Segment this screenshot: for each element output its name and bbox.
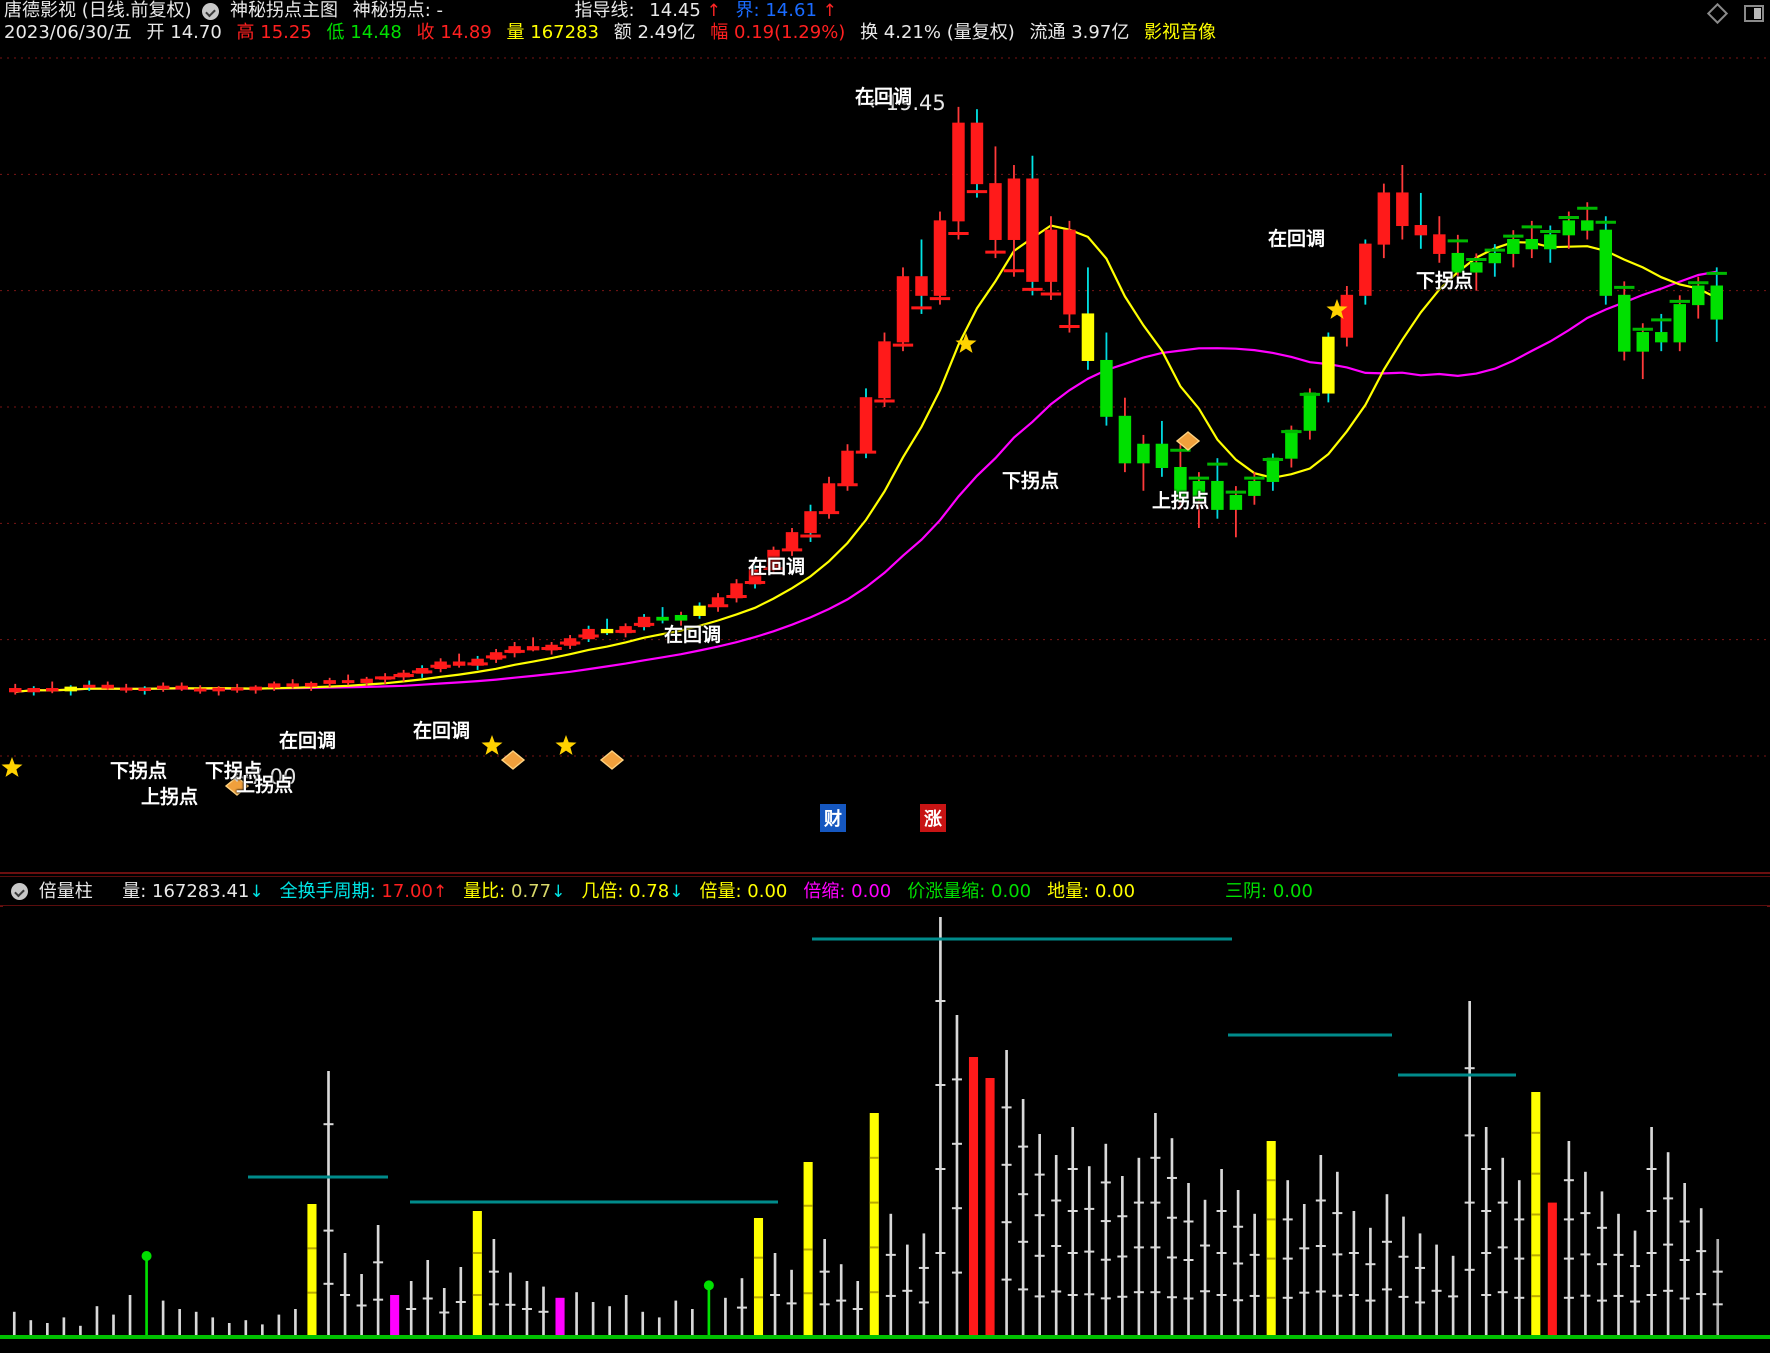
volume-indicator-panel[interactable] xyxy=(0,907,1770,1353)
amount-value: 2.49亿 xyxy=(637,22,696,43)
range-label: 幅 xyxy=(710,22,729,43)
indicator-field-label: 价涨量缩: xyxy=(907,881,986,902)
stock-title[interactable]: 唐德影视 (日线.前复权) xyxy=(4,0,192,21)
chart-flag-badge[interactable]: 财 xyxy=(820,804,846,832)
chart-annotation-pullback: 在回调 xyxy=(279,730,337,752)
float-value: 3.97亿 xyxy=(1071,22,1130,43)
guide-line-value: 14.45 xyxy=(649,0,701,21)
indicator-field-value: 0.00 xyxy=(845,881,892,902)
indicator-field: 量: 167283.41↓ xyxy=(122,881,279,902)
header-line-2: 2023/06/30/五 开 14.70 高 15.25 低 14.48 收 1… xyxy=(4,22,1216,44)
chart-annotation-down-turn: 下拐点 xyxy=(205,760,263,782)
indicator-fields-row: 倍量柱 量: 167283.41↓ 全换手周期: 17.00↑ 量比: 0.77↓ 几… xyxy=(6,880,1329,904)
candlestick-canvas: ←19.45 ←7.00 xyxy=(0,57,1770,874)
indicator-header-bar[interactable]: 倍量柱 量: 167283.41↓ 全换手周期: 17.00↑ 量比: 0.77↓ 几… xyxy=(0,876,1770,906)
indicator-field-label: 量比: xyxy=(463,881,506,902)
header-line-1: 唐德影视 (日线.前复权) 神秘拐点主图 神秘拐点: - 指导线: 14.45 … xyxy=(4,0,837,22)
indicator-main-label[interactable]: 神秘拐点主图 xyxy=(229,0,338,21)
indicator-field: 全换手周期: 17.00↑ xyxy=(280,881,464,902)
chart-annotation-pullback: 在回调 xyxy=(664,624,722,646)
indicator-field-label: 三阴: xyxy=(1225,881,1268,902)
chevron-down-circle-icon[interactable] xyxy=(202,3,220,20)
volume-value: 167283 xyxy=(530,22,599,43)
volume-label: 量 xyxy=(506,22,525,43)
indicator-field-value: 0.00 xyxy=(1089,881,1136,902)
guide-up-arrow-icon: ↑ xyxy=(706,1,721,21)
indicator-field: 倍量: 0.00 xyxy=(699,881,803,902)
indicator-field-value: 0.00 xyxy=(985,881,1032,902)
indicator-field-value: 17.00 xyxy=(375,881,433,902)
chart-header: 唐德影视 (日线.前复权) 神秘拐点主图 神秘拐点: - 指导线: 14.45 … xyxy=(0,0,1770,44)
indicator-value-label: 神秘拐点: xyxy=(352,0,431,21)
adjust-note: (量复权) xyxy=(946,22,1015,43)
indicator-field-label: 几倍: xyxy=(581,881,624,902)
chart-annotation-pullback: 在回调 xyxy=(413,720,471,742)
bound-up-arrow-icon: ↑ xyxy=(822,1,837,21)
main-candlestick-chart[interactable]: ←19.45 ←7.00 在回调 在回调 下拐点 在回调 在回调 在回调 在回调 下拐点 上拐点下… xyxy=(0,44,1770,876)
layout-panel-icon[interactable] xyxy=(1744,5,1764,22)
price-marker: ←19.45 xyxy=(868,91,946,115)
window-controls xyxy=(1696,2,1764,25)
float-label: 流通 xyxy=(1029,22,1066,43)
high-label: 高 xyxy=(236,22,255,43)
quote-date: 2023/06/30/五 xyxy=(4,22,132,43)
chart-annotation-pullback: 在回调 xyxy=(1268,228,1326,250)
indicator-panel-title[interactable]: 倍量柱 xyxy=(38,881,93,902)
indicator-field-value: 0.00 xyxy=(741,881,788,902)
indicator-field-label: 倍缩: xyxy=(803,881,846,902)
chart-annotation-down-turn: 下拐点 xyxy=(110,760,168,782)
indicator-field-value: 0.00 xyxy=(1267,881,1313,902)
low-label: 低 xyxy=(326,22,345,43)
guide-line-label: 指导线: xyxy=(574,0,635,21)
indicator-field-value: 0.78 xyxy=(623,881,670,902)
open-label: 开 xyxy=(146,22,165,43)
indicator-field: 地量: 0.00 xyxy=(1047,881,1225,902)
indicator-field: 价涨量缩: 0.00 xyxy=(907,881,1047,902)
indicator-field-value: 167283.41 xyxy=(146,881,250,902)
chart-annotation-down-turn: 下拐点 xyxy=(1002,470,1060,492)
chart-annotation-up-turn: 上拐点 xyxy=(236,774,294,796)
amount-label: 额 xyxy=(613,22,632,43)
indicator-field-label: 倍量: xyxy=(699,881,742,902)
indicator-field-label: 量: xyxy=(122,881,147,902)
indicator-field-arrow-icon: ↓ xyxy=(551,882,566,902)
indicator-field-value: 0.77 xyxy=(505,881,552,902)
indicator-field: 三阴: 0.00 xyxy=(1225,881,1329,902)
close-value: 14.89 xyxy=(440,22,492,43)
chart-flag-badge[interactable]: 涨 xyxy=(920,804,946,832)
chart-annotation-down-turn: 下拐点 xyxy=(1416,270,1474,292)
sector-label[interactable]: 影视音像 xyxy=(1144,22,1217,43)
indicator-field: 量比: 0.77↓ xyxy=(463,881,581,902)
diamond-icon[interactable] xyxy=(1706,2,1729,25)
open-value: 14.70 xyxy=(170,22,222,43)
volume-canvas xyxy=(0,917,1770,1339)
low-value: 14.48 xyxy=(350,22,402,43)
chart-annotation-pullback: 在回调 xyxy=(748,556,806,578)
chart-annotation-pullback: 在回调 xyxy=(855,86,913,108)
indicator-field-arrow-icon: ↓ xyxy=(249,882,264,902)
high-value: 15.25 xyxy=(260,22,312,43)
bound-value: 14.61 xyxy=(765,0,817,21)
indicator-field-arrow-icon: ↓ xyxy=(669,882,684,902)
indicator-value: - xyxy=(436,0,444,21)
bound-label: 界: xyxy=(735,0,760,21)
chart-annotation-up-turn: 上拐点 xyxy=(141,786,199,808)
price-marker: ←7.00 xyxy=(232,765,296,789)
turnover-label: 换 xyxy=(860,22,879,43)
range-value: 0.19(1.29%) xyxy=(734,22,846,43)
indicator-field: 倍缩: 0.00 xyxy=(803,881,907,902)
indicator-field-list: 量: 167283.41↓ 全换手周期: 17.00↑ 量比: 0.77↓ 几倍: 0… xyxy=(122,881,1329,902)
indicator-field-arrow-icon: ↑ xyxy=(432,882,448,902)
chart-annotation-up-turn: 上拐点 xyxy=(1152,490,1210,512)
indicator-field-label: 全换手周期: xyxy=(279,881,376,902)
turnover-value: 4.21% xyxy=(883,22,941,43)
indicator-field-label: 地量: xyxy=(1047,881,1090,902)
chevron-down-circle-icon[interactable] xyxy=(11,883,28,900)
indicator-field: 几倍: 0.78↓ xyxy=(581,881,699,902)
close-label: 收 xyxy=(416,22,435,43)
